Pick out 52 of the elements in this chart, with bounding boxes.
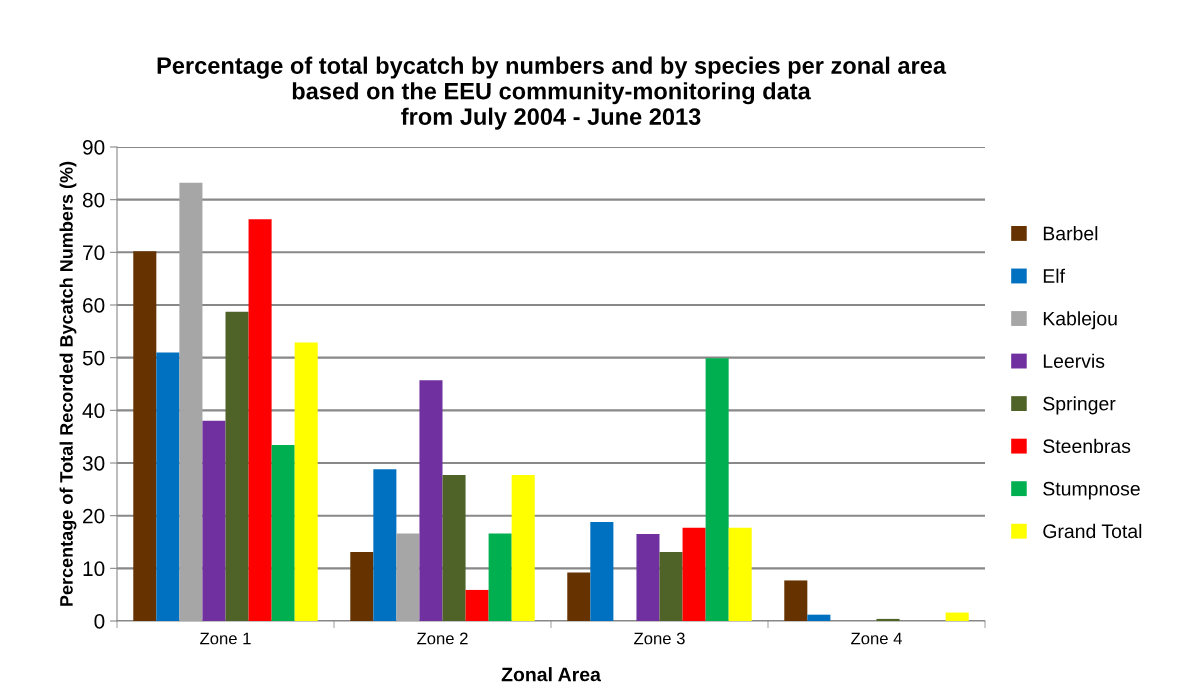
x-tick-label: Zone 1 — [200, 632, 251, 645]
x-axis-title: Zonal Area — [501, 667, 602, 682]
bar — [248, 219, 272, 621]
legend-label: Springer — [1043, 396, 1116, 415]
bar — [636, 534, 660, 621]
x-tick-label: Zone 3 — [634, 632, 685, 645]
bar — [876, 618, 900, 621]
y-tick-label: 90 — [83, 140, 105, 155]
bar — [784, 580, 808, 621]
bar — [396, 533, 420, 621]
bar — [567, 572, 591, 621]
bar — [179, 182, 203, 621]
legend-label: Barbel — [1043, 226, 1098, 241]
bar — [442, 475, 466, 621]
legend-label: Grand Total — [1043, 523, 1142, 539]
y-tick-label: 80 — [82, 192, 105, 208]
bar — [294, 342, 318, 621]
bar — [202, 420, 226, 621]
x-tick-label: Zone 2 — [417, 632, 468, 645]
bar — [945, 612, 969, 621]
bar — [156, 352, 180, 621]
bar — [225, 311, 249, 621]
bar — [488, 533, 512, 621]
bar — [419, 380, 443, 621]
y-tick-label: 50 — [82, 350, 105, 366]
y-axis-title: Percentage of Total Recorded Bycatch Numbers (%) — [59, 161, 77, 606]
legend-label: Leervis — [1043, 353, 1105, 368]
y-tick-label: 10 — [83, 561, 105, 577]
bar — [511, 475, 535, 621]
y-tick-label: 40 — [82, 403, 105, 419]
y-tick-label: 70 — [83, 245, 105, 261]
legend-label: Stumpnose — [1043, 481, 1140, 500]
y-tick-label: 30 — [82, 456, 105, 471]
bar — [682, 527, 706, 621]
legend-label: Kablejou — [1043, 311, 1117, 330]
bar — [271, 445, 295, 621]
x-tick-label: Zone 4 — [851, 632, 902, 645]
y-tick-label: 0 — [94, 614, 105, 629]
bar — [807, 614, 831, 621]
bar — [659, 552, 683, 621]
y-tick-label: 60 — [83, 298, 105, 313]
bar — [590, 521, 614, 621]
y-tick-label: 20 — [83, 508, 105, 524]
bar — [350, 552, 374, 621]
legend-label: Elf — [1043, 268, 1066, 283]
bar — [728, 527, 752, 621]
bar — [373, 469, 397, 621]
legend-label: Steenbras — [1043, 438, 1131, 454]
bar — [133, 251, 157, 621]
bar — [465, 589, 489, 621]
bar — [705, 358, 729, 621]
chart-title: Percentage of total bycatch by numbers and by species per zonal area based on the EEU community-monitoring data from July 2004 - June 2013 — [157, 56, 947, 130]
